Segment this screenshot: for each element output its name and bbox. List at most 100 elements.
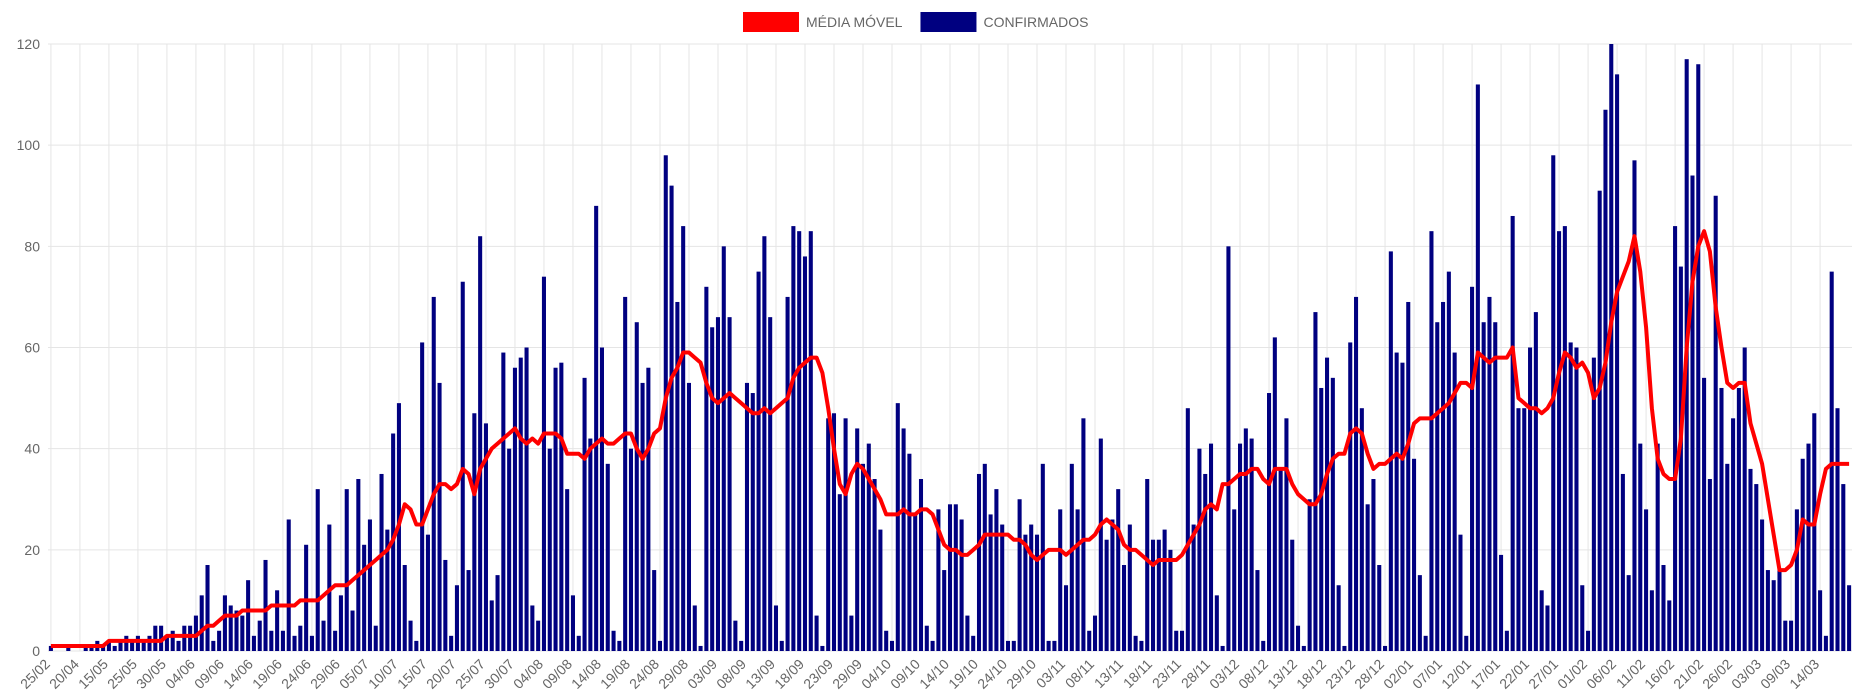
x-tick-label: 03/11 bbox=[1033, 656, 1069, 692]
bar bbox=[866, 443, 871, 651]
bar bbox=[257, 620, 262, 651]
bar bbox=[994, 489, 999, 651]
bar bbox=[408, 620, 413, 651]
bar bbox=[251, 635, 256, 651]
x-tick-label: 25/02 bbox=[17, 656, 53, 692]
bar bbox=[1058, 509, 1063, 651]
bar bbox=[1243, 428, 1248, 651]
bar bbox=[373, 625, 378, 651]
bar bbox=[1835, 408, 1840, 651]
bar bbox=[176, 640, 181, 651]
bar bbox=[901, 428, 906, 651]
x-tick-label: 22/01 bbox=[1496, 656, 1532, 692]
x-tick-label: 18/09 bbox=[771, 656, 807, 692]
bar bbox=[1336, 585, 1341, 651]
bar bbox=[1075, 509, 1080, 651]
x-tick-label: 08/11 bbox=[1062, 656, 1098, 692]
bar bbox=[414, 640, 419, 651]
bar bbox=[135, 635, 140, 651]
bar bbox=[1156, 539, 1161, 651]
bar bbox=[164, 635, 169, 651]
x-tick-label: 19/10 bbox=[945, 656, 981, 692]
bar bbox=[1562, 226, 1567, 651]
bar bbox=[454, 585, 459, 651]
x-tick-label: 30/05 bbox=[133, 656, 169, 692]
bar bbox=[872, 479, 877, 651]
bar bbox=[791, 226, 796, 651]
bar bbox=[1574, 347, 1579, 651]
bar bbox=[918, 479, 924, 651]
bar bbox=[1789, 620, 1794, 651]
bar bbox=[1249, 438, 1254, 651]
bar bbox=[913, 514, 918, 651]
bar bbox=[431, 296, 436, 651]
bar bbox=[1678, 266, 1683, 651]
bar bbox=[228, 605, 233, 651]
bar bbox=[286, 519, 291, 651]
bar bbox=[1238, 443, 1243, 651]
bar bbox=[959, 519, 964, 651]
bar bbox=[1806, 443, 1811, 651]
bar bbox=[495, 575, 500, 651]
bar bbox=[1191, 524, 1196, 651]
bar bbox=[1232, 509, 1237, 651]
bar bbox=[379, 473, 384, 651]
bar bbox=[849, 615, 854, 651]
bar bbox=[843, 418, 848, 651]
bar bbox=[1794, 509, 1799, 651]
x-tick-label: 09/06 bbox=[191, 656, 227, 692]
bar bbox=[240, 615, 245, 651]
x-tick-label: 21/02 bbox=[1670, 656, 1706, 692]
bar bbox=[1301, 645, 1306, 651]
bar bbox=[634, 322, 639, 651]
bar bbox=[1568, 342, 1573, 651]
bar bbox=[930, 640, 935, 651]
bar bbox=[1267, 393, 1272, 651]
bar bbox=[1388, 251, 1393, 651]
bar bbox=[1214, 595, 1219, 651]
bar bbox=[1110, 519, 1115, 651]
bar bbox=[1615, 74, 1620, 652]
bar bbox=[1034, 534, 1040, 651]
bar bbox=[106, 640, 111, 651]
bar bbox=[1725, 463, 1730, 651]
bar bbox=[507, 448, 512, 651]
x-tick-label: 28/11 bbox=[1178, 656, 1214, 692]
bar bbox=[112, 645, 117, 651]
bar bbox=[1661, 565, 1666, 651]
x-tick-label: 11/02 bbox=[1613, 656, 1649, 692]
bar bbox=[884, 630, 889, 651]
bar bbox=[1133, 635, 1138, 651]
x-tick-label: 29/08 bbox=[655, 656, 691, 692]
bar bbox=[1673, 226, 1678, 651]
y-tick-label: 60 bbox=[24, 340, 40, 356]
bar bbox=[1620, 473, 1625, 651]
bar bbox=[1203, 473, 1208, 651]
bar bbox=[1655, 443, 1660, 651]
bar bbox=[802, 256, 808, 651]
bar bbox=[1771, 580, 1776, 651]
bar bbox=[727, 317, 732, 651]
bar bbox=[605, 463, 610, 651]
bar bbox=[1731, 418, 1736, 651]
x-tick-label: 13/12 bbox=[1264, 656, 1300, 692]
legend-label: CONFIRMADOS bbox=[983, 14, 1088, 30]
bar bbox=[570, 595, 575, 651]
x-tick-label: 04/08 bbox=[510, 656, 546, 692]
bar bbox=[669, 185, 674, 651]
bar bbox=[1116, 489, 1121, 651]
bar bbox=[483, 423, 488, 651]
bar bbox=[292, 635, 297, 651]
x-tick-label: 17/01 bbox=[1467, 656, 1503, 692]
bar bbox=[797, 231, 802, 652]
bar bbox=[1348, 342, 1353, 651]
bar bbox=[1383, 645, 1388, 651]
bar bbox=[1707, 479, 1712, 651]
bar bbox=[1777, 570, 1782, 651]
bar bbox=[48, 645, 53, 651]
bar bbox=[1754, 484, 1759, 651]
bar bbox=[1121, 565, 1127, 651]
bar bbox=[942, 570, 947, 651]
bar bbox=[66, 645, 71, 651]
x-tick-label: 23/12 bbox=[1322, 656, 1358, 692]
